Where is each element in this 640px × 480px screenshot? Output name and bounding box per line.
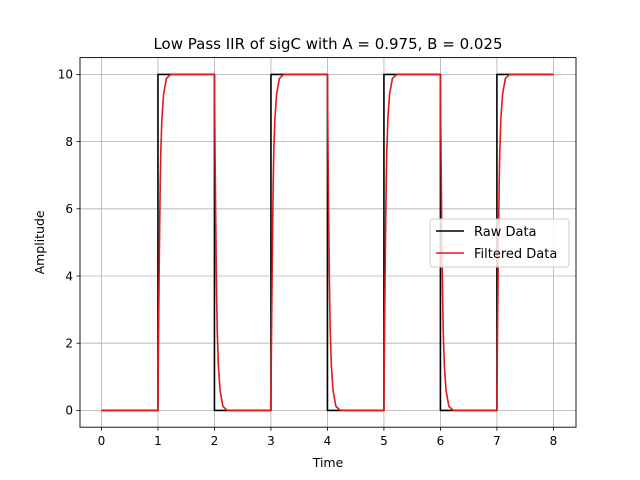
x-tick-label: 2	[211, 434, 219, 448]
legend-box	[429, 218, 570, 268]
legend: Raw Data Filtered Data	[429, 218, 570, 268]
x-tick-label: 3	[267, 434, 275, 448]
y-tick-label: 2	[65, 337, 73, 351]
x-tick-label: 1	[154, 434, 162, 448]
x-tick-label: 0	[98, 434, 106, 448]
x-tick-label: 5	[380, 434, 388, 448]
y-tick-label: 8	[65, 135, 73, 149]
series-layer	[101, 73, 554, 412]
x-tick-label: 7	[493, 434, 501, 448]
y-tick-label: 6	[65, 202, 73, 216]
x-axis-label: Time	[312, 455, 344, 470]
legend-label-raw-data: Raw Data	[474, 225, 537, 240]
y-tick-label: 10	[58, 68, 73, 82]
y-tick-label: 4	[65, 269, 73, 283]
legend-label-filtered-data: Filtered Data	[474, 247, 557, 262]
plot-frame	[79, 57, 577, 428]
x-tick-label: 4	[324, 434, 332, 448]
x-tick-label: 8	[550, 434, 558, 448]
chart-title: Low Pass IIR of sigC with A = 0.975, B =…	[153, 35, 502, 53]
y-tick-label: 0	[65, 404, 73, 418]
x-tick-label: 6	[437, 434, 445, 448]
series-line-filtered-data	[101, 73, 554, 412]
y-axis-label: Amplitude	[32, 210, 47, 274]
ticks-layer: 0 1 2 3 4 5 6 7 8 0 2 4 6 8 10	[58, 68, 558, 449]
